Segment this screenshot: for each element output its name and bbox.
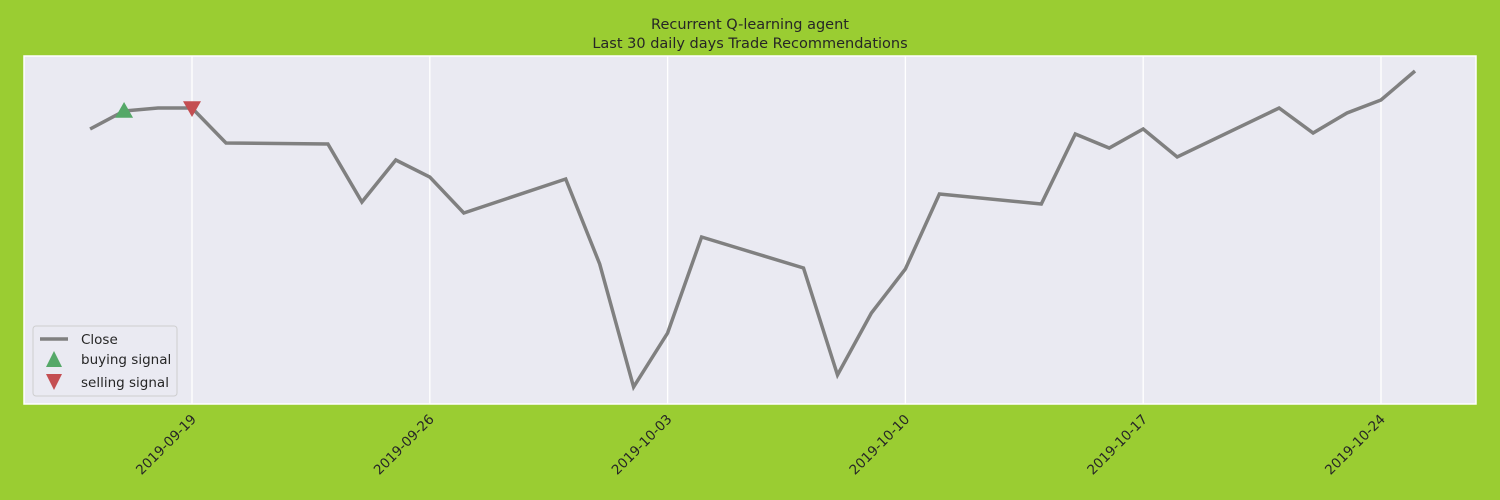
sell-signal-marker <box>183 101 201 117</box>
buy-signal-marker <box>115 102 134 118</box>
legend: Close buying signal selling signal <box>32 325 178 397</box>
plot-area <box>23 55 1477 405</box>
legend-sell-swatch <box>46 374 62 390</box>
legend-box <box>32 325 178 397</box>
legend-label: buying signal <box>81 352 171 368</box>
legend-label: Close <box>81 332 118 348</box>
x-tick-label: 2019-10-17 <box>1084 412 1151 479</box>
x-tick-label: 2019-09-26 <box>371 412 438 479</box>
chart-title-line-1: Recurrent Q-learning agent <box>651 17 849 33</box>
x-tick-label: 2019-10-24 <box>1322 412 1389 479</box>
legend-buy-swatch <box>46 351 62 367</box>
x-tick-label: 2019-09-19 <box>133 412 200 479</box>
close-price-line <box>89 69 1417 392</box>
x-tick-label: 2019-10-03 <box>609 412 676 479</box>
chart-title-line-2: Last 30 daily days Trade Recommendations <box>592 36 907 52</box>
legend-label: selling signal <box>81 375 169 391</box>
x-tick-label: 2019-10-10 <box>846 412 913 479</box>
